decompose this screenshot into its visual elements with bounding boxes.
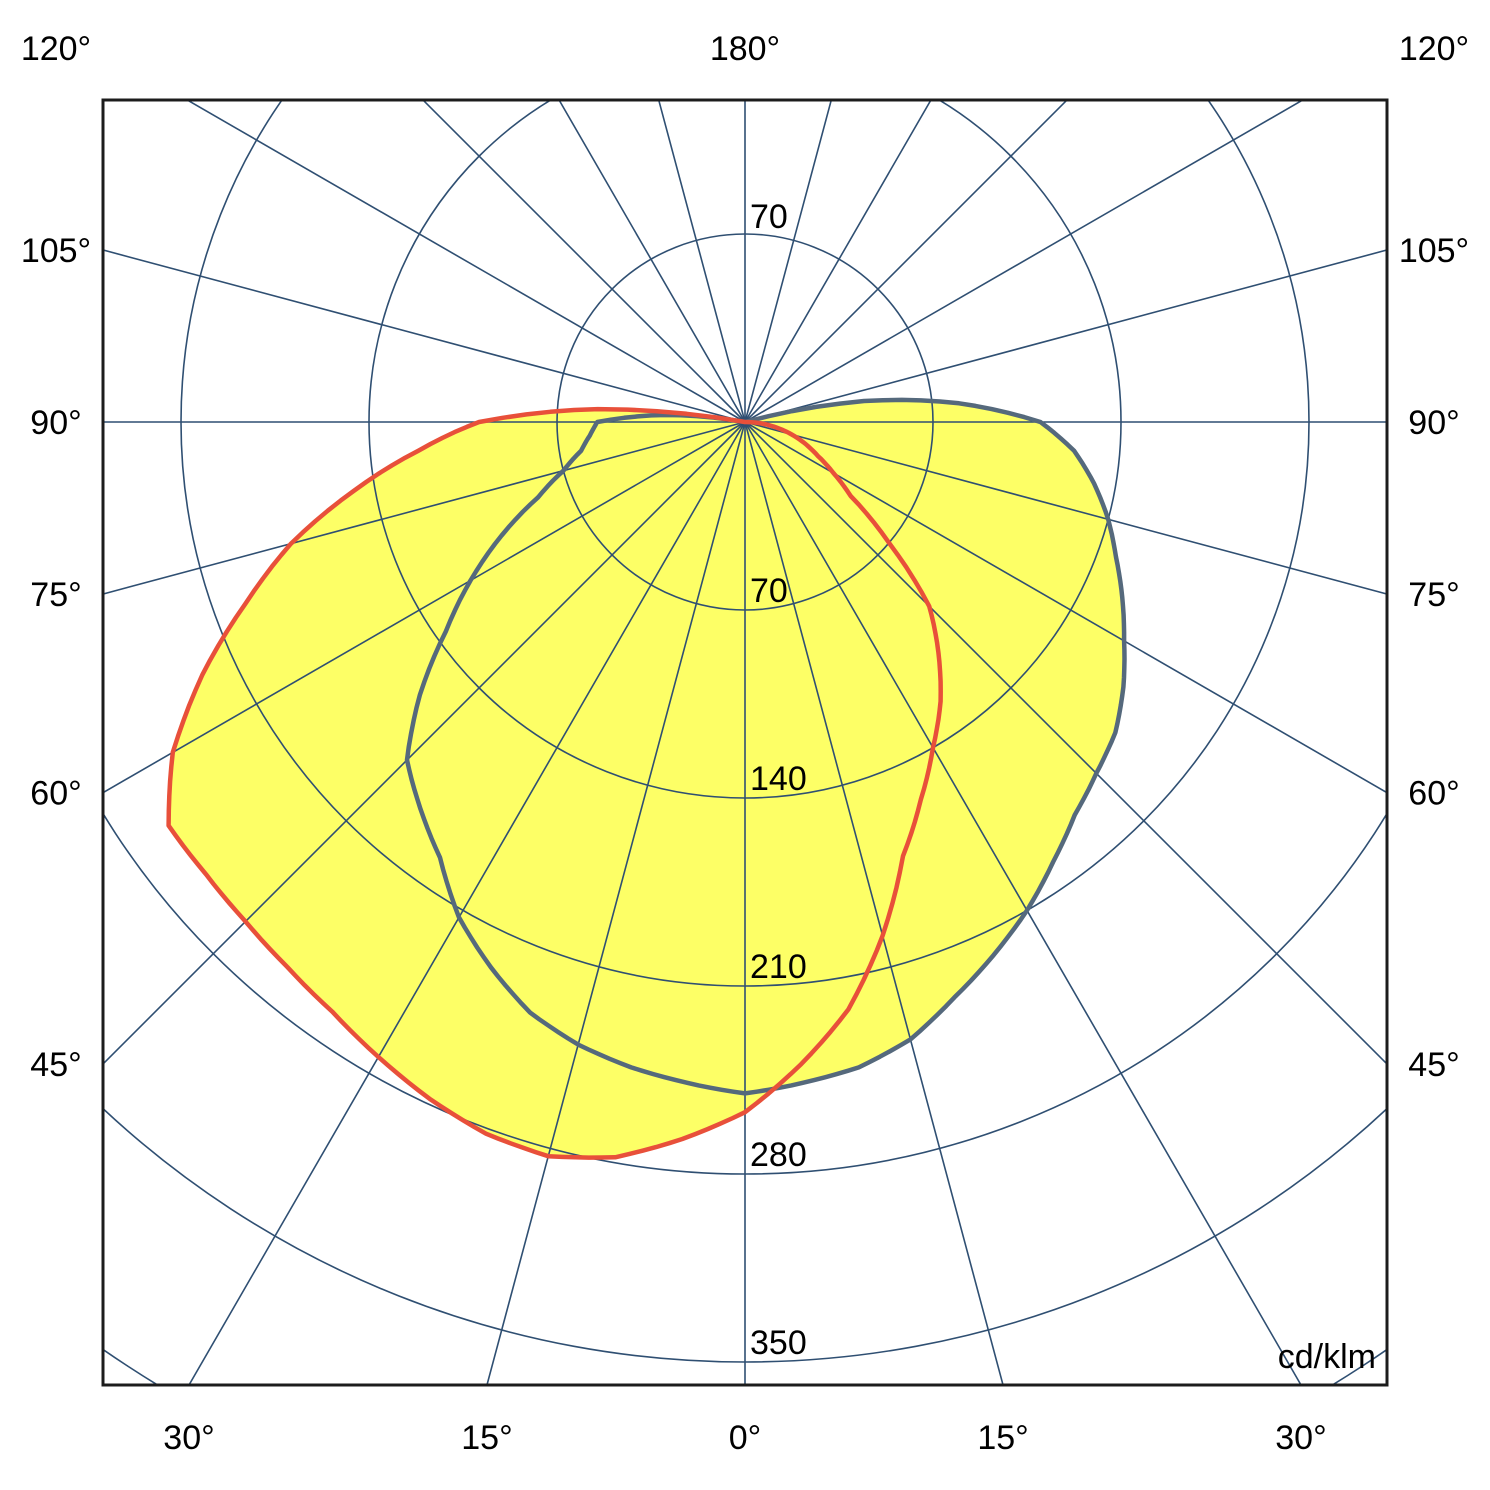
gamma-label-right: 75° — [1408, 576, 1459, 614]
grid-ray — [744, 421, 1004, 1385]
grid-ray — [657, 100, 746, 423]
ring-value-label: 140 — [750, 760, 807, 798]
axis-labels: 105° 105° 90° 90° 75° 75° 60° 60° 45° 45° 30° 15° 0°… — [21, 30, 1469, 1457]
gamma-label-bottom: 15° — [977, 1419, 1028, 1457]
gamma-label-left: 90° — [30, 404, 81, 442]
unit-label: cd/klm — [1278, 1338, 1376, 1376]
grid-ray — [421, 100, 746, 423]
gamma-label-bottom: 30° — [1275, 1419, 1326, 1457]
grid-ray — [103, 249, 746, 423]
curve-fill-layer — [168, 399, 1125, 1158]
ring-value-label: 70 — [750, 198, 788, 236]
ring-value-label: 70 — [750, 572, 788, 610]
grid-ray — [744, 100, 1305, 423]
grid-ray — [103, 421, 746, 794]
grid-ray — [744, 421, 1387, 1066]
grid-ray — [744, 421, 1302, 1385]
gamma-label-right: 60° — [1408, 775, 1459, 813]
ring-value-label: 350 — [750, 1324, 807, 1362]
grid-ray — [744, 100, 932, 423]
grid-ray — [744, 100, 1069, 423]
grid-ray — [103, 421, 746, 1066]
grid-ray — [486, 421, 746, 1385]
gamma-label-top: 120° — [21, 30, 91, 68]
grid-ray — [744, 100, 833, 423]
ring-value-label: 210 — [750, 948, 807, 986]
red-curve-fill — [168, 409, 941, 1158]
grid-ray — [744, 249, 1387, 423]
grid-ray — [744, 421, 1387, 794]
gamma-label-top: 120° — [1399, 30, 1469, 68]
gamma-label-right: 105° — [1399, 232, 1469, 270]
grid-ray — [185, 100, 746, 423]
grid-ray — [103, 421, 746, 595]
gamma-label-left: 45° — [30, 1046, 81, 1084]
ring-value-label: 280 — [750, 1136, 807, 1174]
grid-ray — [558, 100, 746, 423]
gamma-label-top: 180° — [710, 30, 780, 68]
gamma-label-left: 75° — [30, 576, 81, 614]
curve-layer — [166, 397, 1127, 1160]
gamma-label-left: 60° — [30, 775, 81, 813]
plot-frame — [101, 98, 1389, 1387]
gamma-label-bottom: 30° — [163, 1419, 214, 1457]
gamma-label-bottom: 15° — [461, 1419, 512, 1457]
grid-ray — [188, 421, 746, 1385]
gamma-label-right: 90° — [1408, 404, 1459, 442]
red-curve — [166, 406, 943, 1160]
gamma-label-left: 105° — [21, 232, 91, 270]
gamma-label-right: 45° — [1408, 1046, 1459, 1084]
gamma-label-bottom: 0° — [729, 1419, 762, 1457]
grid-ray — [744, 421, 1387, 595]
